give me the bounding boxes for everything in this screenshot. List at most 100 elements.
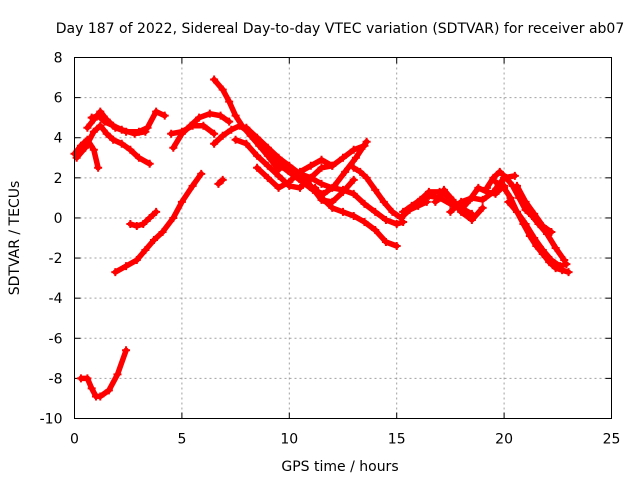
data-point xyxy=(169,213,178,222)
data-point xyxy=(351,153,360,162)
data-point xyxy=(188,181,197,190)
data-point xyxy=(319,195,328,204)
data-point xyxy=(551,244,560,253)
data-point xyxy=(96,121,105,130)
data-point xyxy=(457,197,466,206)
data-point xyxy=(381,238,390,247)
data-point xyxy=(81,143,90,152)
data-point xyxy=(317,155,326,164)
data-point xyxy=(349,145,358,154)
series-track-9 xyxy=(167,121,219,138)
data-point xyxy=(205,109,214,118)
data-point xyxy=(328,183,337,192)
data-point xyxy=(371,207,380,216)
data-point xyxy=(145,159,154,168)
data-point xyxy=(253,163,262,172)
data-point xyxy=(109,135,118,144)
data-point xyxy=(231,111,240,120)
data-point xyxy=(439,185,448,194)
y-tick-label: 8 xyxy=(54,51,63,67)
data-point xyxy=(102,129,111,138)
data-point xyxy=(339,153,347,162)
data-point xyxy=(145,213,154,222)
data-point xyxy=(104,386,113,395)
data-point xyxy=(89,145,98,154)
data-point xyxy=(122,346,131,355)
series-track-7 xyxy=(126,207,161,230)
series-track-16 xyxy=(296,169,408,228)
grid-lines xyxy=(74,57,612,419)
series-line xyxy=(112,171,204,275)
x-tick-label: 5 xyxy=(177,432,186,448)
data-point xyxy=(504,197,513,206)
data-point xyxy=(122,262,131,271)
data-point xyxy=(253,151,262,160)
data-point xyxy=(521,197,530,206)
data-point xyxy=(263,143,272,152)
y-tick-label: -8 xyxy=(49,371,63,387)
data-point xyxy=(274,153,283,162)
data-point xyxy=(216,111,225,120)
data-point xyxy=(371,185,380,194)
data-point xyxy=(141,246,150,255)
data-point xyxy=(141,127,150,136)
data-point xyxy=(218,131,227,140)
data-point xyxy=(360,199,369,208)
data-point xyxy=(109,121,118,130)
data-point xyxy=(158,227,167,236)
data-point xyxy=(403,205,412,214)
data-point xyxy=(339,185,347,194)
data-point xyxy=(139,219,148,228)
y-tick-label: -10 xyxy=(40,412,63,428)
y-tick-label: -6 xyxy=(49,331,63,347)
data-point xyxy=(489,187,498,196)
data-point xyxy=(214,179,223,188)
data-point xyxy=(89,127,98,136)
data-point xyxy=(317,163,326,172)
data-point xyxy=(414,197,423,206)
data-point xyxy=(306,161,315,170)
data-point xyxy=(152,207,161,216)
data-point xyxy=(328,203,337,212)
data-point xyxy=(491,177,500,186)
series-track-5 xyxy=(76,346,131,401)
y-tick-label: -4 xyxy=(49,291,63,307)
data-point xyxy=(521,219,530,228)
data-point xyxy=(274,171,283,180)
x-tick-label: 25 xyxy=(603,432,621,448)
data-point xyxy=(474,183,483,192)
data-point xyxy=(371,225,380,234)
series-track-2 xyxy=(72,121,154,168)
data-point xyxy=(285,161,294,170)
data-point xyxy=(500,183,509,192)
data-point xyxy=(227,125,236,134)
x-tick-label: 20 xyxy=(495,432,513,448)
data-point xyxy=(362,173,371,182)
series-line xyxy=(73,122,153,167)
series-track-26 xyxy=(512,181,556,236)
data-point xyxy=(126,145,135,154)
data-point xyxy=(218,85,227,94)
data-point xyxy=(457,205,466,214)
data-point xyxy=(448,195,457,204)
data-point xyxy=(94,111,103,120)
data-point xyxy=(72,153,81,162)
data-point xyxy=(424,187,433,196)
data-point xyxy=(530,234,539,242)
data-point xyxy=(113,370,122,379)
data-point xyxy=(317,179,326,188)
data-series xyxy=(70,75,573,401)
data-point xyxy=(210,129,219,138)
data-point xyxy=(169,143,178,152)
data-point xyxy=(482,183,491,192)
data-point xyxy=(199,121,208,130)
data-point xyxy=(285,177,294,186)
data-point xyxy=(177,197,186,206)
data-point xyxy=(253,133,262,142)
data-point xyxy=(547,227,556,236)
y-tick-label: 6 xyxy=(54,91,63,107)
data-point xyxy=(564,268,573,277)
x-axis-label: GPS time / hours xyxy=(281,459,398,475)
data-point xyxy=(152,107,161,116)
tick-labels: 0 5 10 15 20 25 -10 -8 -6 -4 -2 0 2 4 6 8 xyxy=(40,51,621,448)
